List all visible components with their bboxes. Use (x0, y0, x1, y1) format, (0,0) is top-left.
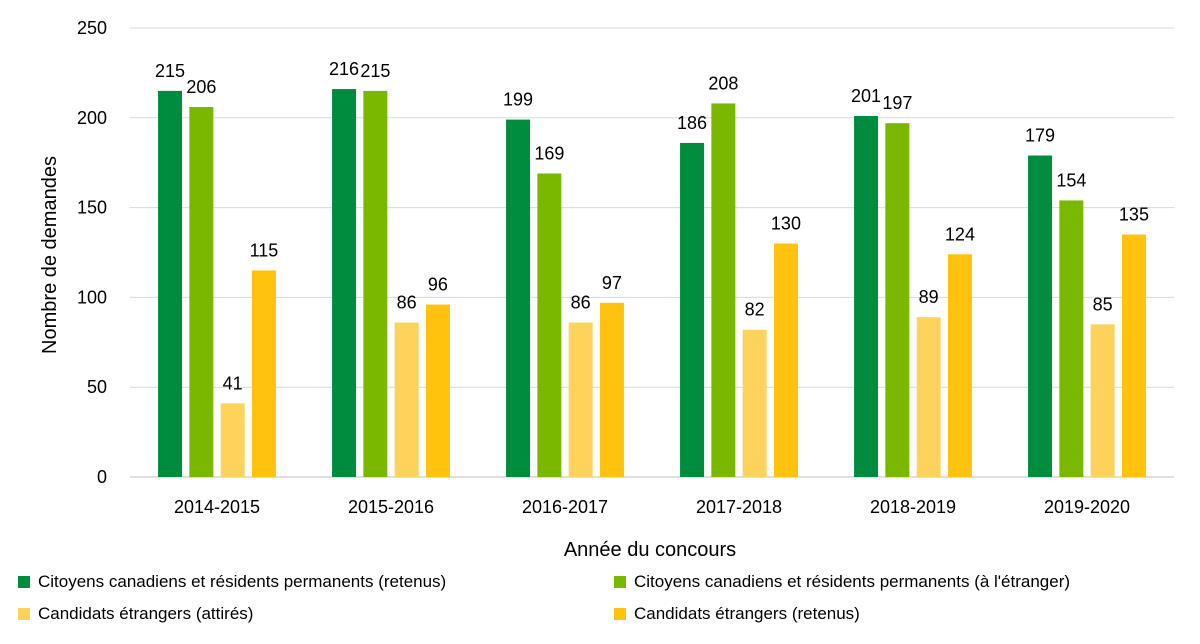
legend-label: Candidats étrangers (attirés) (38, 604, 254, 623)
bar (947, 254, 972, 477)
y-tick-label: 50 (87, 377, 107, 397)
bar (1059, 200, 1084, 477)
y-axis-title: Nombre de demandes (39, 156, 61, 354)
y-axis-ticks: 0 50 100 150 200 250 (77, 18, 107, 487)
data-label: 197 (882, 93, 912, 113)
bar (1090, 324, 1115, 477)
data-label: 41 (223, 373, 243, 393)
x-tick-label: 2015-2016 (348, 497, 434, 517)
bar (425, 304, 450, 477)
legend-swatch (614, 608, 626, 620)
data-label: 201 (851, 86, 881, 106)
legend-item-candidats-retenus: Candidats étrangers (retenus) (614, 598, 860, 630)
legend-item-citoyens-etranger: Citoyens canadiens et résidents permanen… (614, 566, 1070, 598)
bar (711, 103, 736, 477)
bar (916, 317, 941, 477)
legend-item-citoyens-retenus: Citoyens canadiens et résidents permanen… (18, 566, 446, 598)
data-label: 86 (397, 293, 417, 313)
data-label: 82 (745, 300, 765, 320)
data-label: 215 (155, 61, 185, 81)
data-label: 115 (250, 240, 279, 260)
legend: Citoyens canadiens et résidents permanen… (0, 566, 1200, 636)
data-label: 215 (360, 61, 390, 81)
bar (680, 142, 705, 477)
bar (599, 302, 624, 477)
bar (220, 403, 245, 477)
bars (158, 89, 1146, 478)
data-label: 89 (919, 287, 939, 307)
legend-item-candidats-attires: Candidats étrangers (attirés) (18, 598, 253, 630)
data-label: 216 (329, 59, 359, 79)
gridlines (130, 27, 1174, 478)
data-label: 154 (1056, 170, 1086, 190)
bar (158, 90, 183, 478)
x-tick-label: 2019-2020 (1044, 497, 1130, 517)
legend-swatch (18, 608, 30, 620)
bar (742, 329, 767, 477)
bar (1028, 155, 1053, 478)
x-tick-label: 2018-2019 (870, 497, 956, 517)
bar (1121, 234, 1146, 477)
bar (363, 90, 388, 478)
data-label: 199 (503, 90, 533, 110)
data-label: 169 (534, 143, 564, 163)
bar (854, 116, 879, 477)
bar (332, 89, 357, 478)
data-label: 97 (602, 273, 622, 293)
x-tick-label: 2017-2018 (696, 497, 782, 517)
data-label: 85 (1093, 294, 1113, 314)
data-label: 186 (677, 113, 707, 133)
bar (537, 173, 562, 477)
legend-label: Citoyens canadiens et résidents permanen… (634, 572, 1071, 591)
y-tick-label: 250 (77, 18, 107, 38)
data-label: 206 (186, 77, 216, 97)
x-tick-label: 2014-2015 (174, 497, 260, 517)
bar (251, 270, 276, 477)
data-label: 179 (1025, 126, 1055, 146)
x-axis-title: Année du concours (564, 539, 736, 561)
legend-label: Citoyens canadiens et résidents permanen… (38, 572, 447, 591)
data-label: 96 (428, 275, 448, 295)
bar (568, 322, 593, 477)
data-label: 208 (708, 73, 738, 93)
data-label: 124 (945, 224, 975, 244)
bar (506, 119, 531, 477)
data-label: 135 (1119, 205, 1149, 225)
x-tick-label: 2016-2017 (522, 497, 608, 517)
data-label: 86 (571, 293, 591, 313)
y-tick-label: 0 (97, 467, 107, 487)
bar (773, 243, 798, 477)
y-tick-label: 100 (77, 287, 107, 307)
bar (394, 322, 419, 477)
y-tick-label: 150 (77, 198, 107, 218)
y-tick-label: 200 (77, 108, 107, 128)
bar (885, 123, 910, 478)
legend-swatch (614, 576, 626, 588)
x-axis-ticks: 2014-2015 2015-2016 2016-2017 2017-2018 2018… (174, 497, 1130, 517)
legend-swatch (18, 576, 30, 588)
data-label: 130 (771, 214, 801, 234)
legend-label: Candidats étrangers (retenus) (634, 604, 860, 623)
bar (189, 107, 214, 478)
